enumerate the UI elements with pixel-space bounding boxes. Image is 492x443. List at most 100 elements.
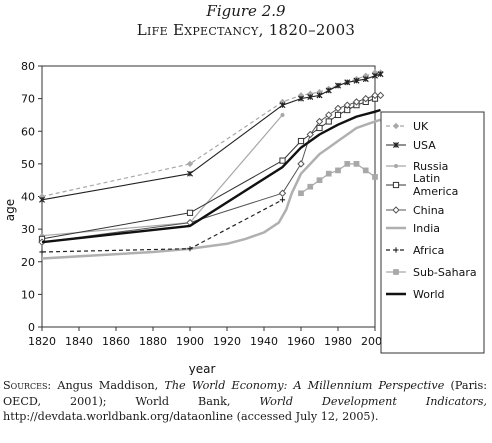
data-point-usa: [344, 79, 351, 86]
x-tick-label: 1920: [213, 335, 241, 348]
sources-note: Sources: Angus Maddison, The World Econo…: [3, 378, 487, 425]
data-point-china: [278, 189, 287, 197]
x-tick-label: 1940: [250, 335, 278, 348]
data-point-sub-sahara: [372, 174, 378, 180]
y-tick-label: 50: [21, 158, 35, 171]
legend-entry-russia: Russia: [386, 160, 448, 173]
legend-box: [380, 111, 485, 354]
data-point-sub-sahara: [335, 167, 341, 174]
data-point-latin-america: [334, 111, 342, 119]
legend-label-line: Latin: [413, 172, 440, 185]
data-point-china: [376, 91, 385, 100]
legend-label-india: India: [413, 222, 440, 235]
legend-entry-sub-sahara: Sub-Sahara: [386, 266, 477, 279]
data-point-usa: [325, 87, 332, 94]
data-point-china: [371, 91, 379, 100]
series-line-world: [41, 108, 381, 244]
data-point-sub-sahara: [298, 190, 304, 197]
x-tick-label: 1820: [28, 335, 56, 348]
y-axis-label: age: [3, 199, 17, 221]
legend-entry-usa: USA: [386, 139, 436, 152]
series-line-india: [41, 118, 381, 260]
legend-label-china: China: [413, 204, 444, 217]
series-world: [41, 108, 381, 244]
legend-marker-africa: [393, 247, 399, 253]
data-point-usa: [316, 92, 323, 99]
data-point-latin-america: [316, 124, 323, 132]
legend-label-usa: USA: [413, 139, 436, 152]
legend-label-uk: UK: [413, 120, 429, 133]
series-india: [41, 118, 381, 260]
data-point-africa: [187, 246, 193, 252]
y-tick-label: 10: [21, 288, 35, 301]
legend-entry-africa: Africa: [386, 244, 444, 257]
data-point-china: [352, 98, 361, 106]
data-point-china: [362, 94, 370, 103]
y-tick-label: 80: [21, 60, 35, 73]
series-china: [38, 91, 385, 246]
legend-entry-india: India: [386, 222, 440, 235]
data-point-uk: [186, 160, 194, 168]
y-tick-label: 60: [21, 125, 35, 138]
legend-marker-latin-america: [392, 181, 400, 189]
legend-entry-latin-america: Latin America: [386, 172, 458, 198]
legend-label-line: America: [413, 185, 458, 198]
legend-entry-uk: UK: [386, 120, 429, 133]
x-tick-label: 1900: [176, 335, 204, 348]
data-point-sub-sahara: [316, 177, 323, 184]
legend-label-africa: Africa: [413, 244, 444, 257]
legend-entry-china: China: [386, 204, 444, 217]
data-point-usa: [362, 76, 369, 83]
legend-marker-china: [392, 206, 400, 214]
series-layer: [38, 69, 385, 260]
sources-book-title: The World Economy: A Millennium Perspect…: [164, 379, 445, 392]
data-point-sub-sahara: [362, 167, 369, 174]
data-point-usa: [279, 102, 286, 109]
data-point-russia: [280, 112, 285, 117]
data-point-latin-america: [325, 118, 332, 125]
series-latin-america: [38, 95, 379, 243]
data-point-usa: [297, 95, 305, 102]
y-tick-label: 30: [21, 223, 35, 236]
data-point-sub-sahara: [344, 161, 351, 167]
x-tick-label: 1980: [324, 335, 352, 348]
data-point-usa: [307, 93, 314, 101]
data-point-china: [343, 101, 351, 109]
x-tick-label: 1960: [287, 335, 315, 348]
data-point-sub-sahara: [353, 161, 360, 167]
data-point-latin-america: [297, 137, 305, 145]
data-point-latin-america: [279, 157, 286, 164]
series-sub-sahara: [298, 161, 378, 197]
sources-text-2: (Paris: OECD, 2001); World Bank,: [3, 379, 488, 408]
legend-label-world: World: [413, 288, 445, 301]
data-point-usa: [377, 71, 384, 78]
x-axis-label: year: [189, 362, 216, 375]
legend-marker-usa: [392, 141, 400, 149]
data-point-africa: [279, 197, 286, 203]
data-point-china: [325, 111, 333, 119]
series-africa: [39, 197, 286, 255]
x-tick-label: 1880: [139, 335, 167, 348]
life-expectancy-chart: 0 10 20 30 40 50 60 70 80 1820 1840 1860 1880 1900 192…: [3, 60, 485, 375]
data-point-china: [334, 104, 342, 113]
sources-wdi-title: World Development Indicators,: [259, 394, 487, 408]
y-tick-label: 20: [21, 256, 35, 269]
y-tick-label: 0: [28, 321, 35, 334]
data-point-china: [306, 130, 314, 139]
data-point-sub-sahara: [325, 170, 332, 177]
legend-marker-uk: [392, 122, 400, 130]
data-point-china: [297, 160, 305, 168]
y-tick-label: 40: [21, 191, 35, 204]
legend-label-sub-sahara: Sub-Sahara: [413, 266, 477, 279]
y-tick-label: 70: [21, 93, 35, 106]
data-point-africa: [39, 249, 45, 255]
series-line-usa: [41, 73, 381, 201]
legend-marker-russia: [394, 164, 398, 168]
plot-frame: [41, 65, 376, 328]
figure-title: Life Expectancy, 1820–2003: [136, 21, 356, 39]
data-point-usa: [334, 82, 342, 89]
series-line-latin-america: [41, 98, 376, 240]
x-tick-label: 1840: [65, 335, 93, 348]
series-usa: [38, 71, 384, 203]
